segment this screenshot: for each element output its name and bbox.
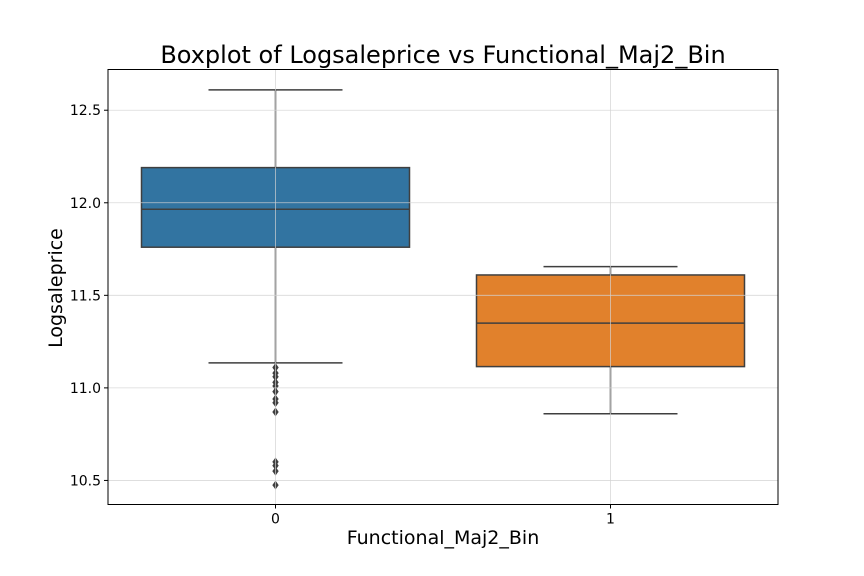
y-tick-label: 12.0 bbox=[70, 196, 101, 212]
y-tick-label: 11.0 bbox=[70, 381, 101, 397]
y-axis-label: Logsaleprice bbox=[45, 228, 67, 348]
x-tick-label: 1 bbox=[606, 512, 615, 528]
axis-ticks: 10.5 11.0 11.5 12.0 12.5 0 1 bbox=[70, 103, 615, 527]
chart-title: Boxplot of Logsaleprice vs Functional_Ma… bbox=[160, 41, 725, 69]
plot-frame bbox=[107, 69, 779, 505]
y-tick-label: 10.5 bbox=[70, 473, 101, 489]
y-tick-label: 11.5 bbox=[70, 288, 101, 304]
x-axis-label: Functional_Maj2_Bin bbox=[347, 527, 540, 549]
x-tick-label: 0 bbox=[271, 512, 280, 528]
boxes bbox=[108, 69, 778, 505]
y-tick-label: 12.5 bbox=[70, 103, 101, 119]
